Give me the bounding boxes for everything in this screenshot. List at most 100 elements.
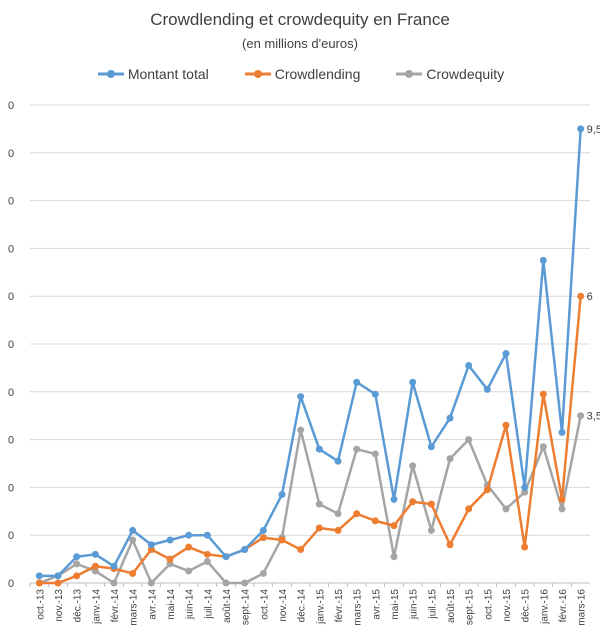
x-tick-label: janv.-16 bbox=[539, 589, 550, 625]
data-point bbox=[521, 483, 529, 491]
data-point bbox=[465, 505, 473, 513]
data-point bbox=[577, 292, 585, 300]
x-tick-label: nov.-13 bbox=[54, 589, 65, 622]
data-point bbox=[427, 526, 435, 534]
data-point bbox=[446, 455, 454, 463]
x-tick-label: avr.-15 bbox=[371, 589, 382, 620]
data-point bbox=[427, 500, 435, 508]
data-point bbox=[166, 536, 174, 544]
data-point bbox=[371, 390, 379, 398]
data-point bbox=[409, 378, 417, 386]
end-value-label: 9,5 bbox=[587, 124, 600, 136]
x-tick-label: août-14 bbox=[222, 589, 233, 623]
data-point bbox=[54, 572, 62, 580]
data-point bbox=[502, 505, 510, 513]
data-point bbox=[539, 256, 547, 264]
data-point bbox=[465, 362, 473, 370]
data-point bbox=[390, 553, 398, 561]
x-tick-label: mars-14 bbox=[129, 589, 140, 626]
y-tick-label: 0 bbox=[8, 578, 14, 590]
data-point bbox=[390, 522, 398, 530]
legend-label-montant-total: Montant total bbox=[127, 66, 209, 82]
x-tick-label: janv.-15 bbox=[315, 589, 326, 625]
data-point bbox=[91, 562, 99, 570]
data-point bbox=[259, 526, 267, 534]
data-point bbox=[577, 125, 585, 133]
data-point bbox=[54, 579, 62, 587]
x-tick-label: mars-16 bbox=[577, 589, 588, 626]
data-point bbox=[465, 436, 473, 444]
y-tick-label: 0 bbox=[8, 291, 14, 303]
data-point bbox=[446, 414, 454, 422]
y-tick-label: 0 bbox=[8, 148, 14, 160]
x-tick-label: oct.-14 bbox=[259, 589, 270, 620]
end-value-label: 3,5 bbox=[587, 411, 600, 423]
data-point bbox=[502, 350, 510, 358]
data-point bbox=[315, 500, 323, 508]
y-tick-label: 0 bbox=[8, 196, 14, 208]
x-tick-label: juil.-15 bbox=[427, 589, 438, 620]
data-point bbox=[409, 498, 417, 506]
data-point bbox=[129, 526, 137, 534]
x-tick-label: déc.-13 bbox=[73, 589, 84, 623]
data-point bbox=[521, 543, 529, 551]
x-tick-label: oct.-13 bbox=[35, 589, 46, 620]
data-point bbox=[35, 579, 43, 587]
x-tick-label: mars-15 bbox=[353, 589, 364, 626]
data-point bbox=[91, 550, 99, 558]
data-point bbox=[278, 536, 286, 544]
x-tick-label: août-15 bbox=[446, 589, 457, 623]
series-line-0 bbox=[39, 128, 582, 578]
data-point bbox=[315, 524, 323, 532]
x-tick-label: déc.-15 bbox=[521, 589, 532, 623]
x-tick-label: juil.-14 bbox=[203, 589, 214, 620]
data-point bbox=[334, 510, 342, 518]
x-tick-label: nov.-14 bbox=[278, 589, 289, 622]
y-tick-label: 0 bbox=[8, 435, 14, 447]
data-point bbox=[297, 546, 305, 554]
x-tick-label: juin-15 bbox=[409, 589, 420, 620]
legend-marker-crowdequity bbox=[396, 70, 423, 78]
x-tick-label: oct.-15 bbox=[483, 589, 494, 620]
data-point bbox=[558, 505, 566, 513]
legend-label-crowdlending: Crowdlending bbox=[274, 66, 361, 82]
data-point bbox=[390, 495, 398, 503]
data-point bbox=[203, 550, 211, 558]
legend-marker-montant-total bbox=[97, 70, 124, 78]
y-tick-label: 0 bbox=[8, 482, 14, 494]
data-point bbox=[222, 579, 230, 587]
data-point bbox=[185, 531, 193, 539]
data-point bbox=[203, 531, 211, 539]
data-point bbox=[110, 579, 118, 587]
series-line-2 bbox=[38, 415, 582, 585]
data-point bbox=[483, 385, 491, 393]
legend-item-crowdlending: Crowdlending bbox=[243, 66, 361, 82]
data-point bbox=[502, 421, 510, 429]
x-tick-label: nov.-15 bbox=[502, 589, 513, 622]
x-tick-label: mai-14 bbox=[166, 589, 177, 620]
data-point bbox=[73, 553, 81, 561]
data-point bbox=[147, 541, 155, 549]
data-point bbox=[185, 567, 193, 575]
data-point bbox=[558, 495, 566, 503]
data-point bbox=[371, 517, 379, 525]
data-point bbox=[334, 526, 342, 534]
legend: Montant total Crowdlending Crowdequity bbox=[0, 66, 600, 82]
y-tick-label: 0 bbox=[8, 243, 14, 255]
data-point bbox=[110, 562, 118, 570]
x-tick-label: mai-15 bbox=[390, 589, 401, 620]
data-point bbox=[129, 536, 137, 544]
data-point bbox=[334, 457, 342, 465]
y-tick-label: 0 bbox=[8, 339, 14, 351]
data-point bbox=[353, 378, 361, 386]
x-tick-label: déc.-14 bbox=[297, 589, 308, 623]
data-point bbox=[427, 443, 435, 451]
data-point bbox=[539, 390, 547, 398]
end-value-label: 6 bbox=[587, 291, 593, 303]
data-point bbox=[539, 443, 547, 451]
chart-title: Crowdlending et crowdequity en France bbox=[150, 10, 450, 29]
data-point bbox=[353, 445, 361, 453]
x-tick-label: juin-14 bbox=[185, 589, 196, 620]
data-point bbox=[483, 486, 491, 494]
